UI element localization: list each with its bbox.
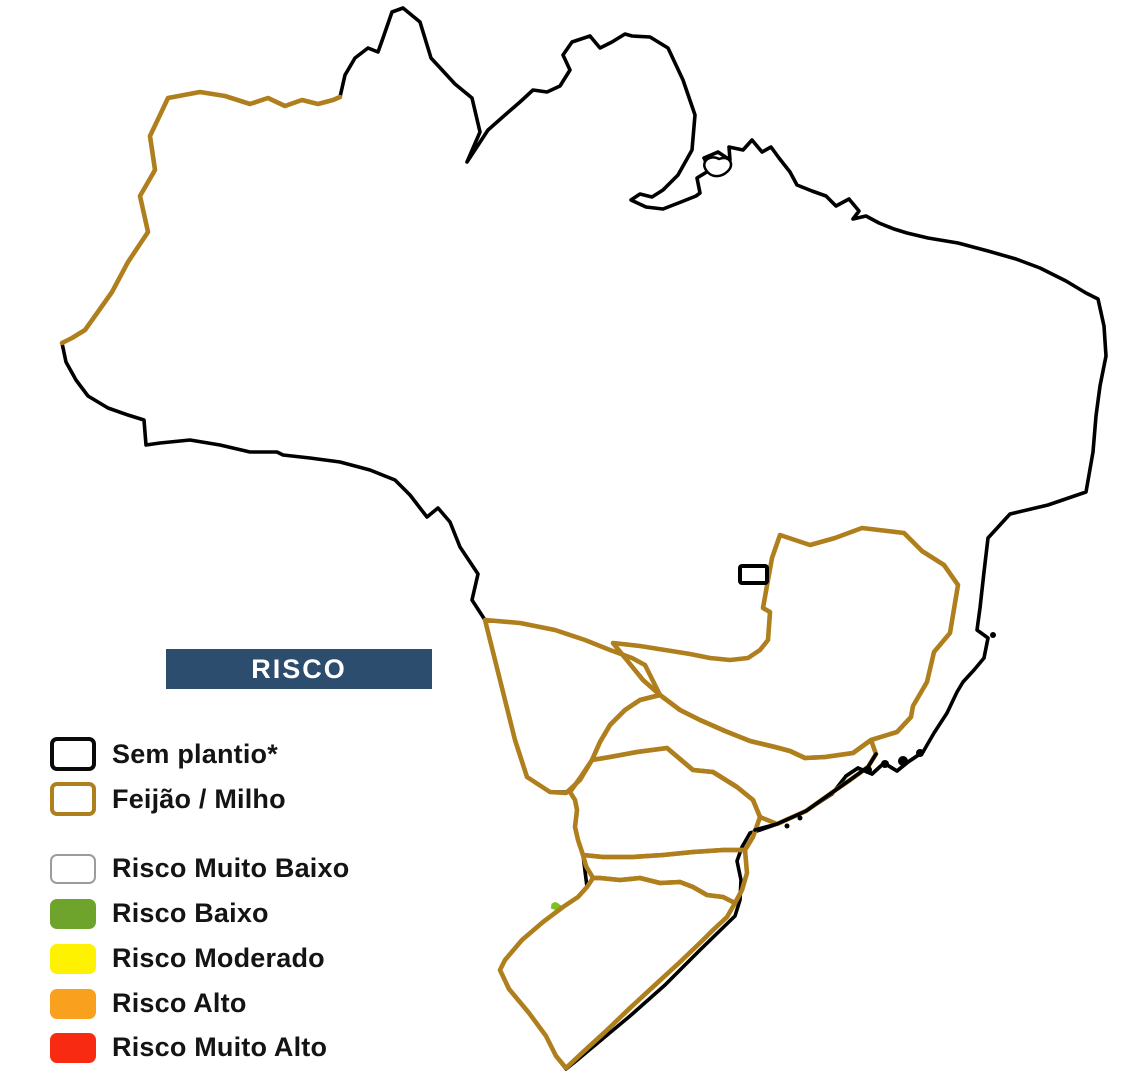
sem-plantio-swatch: [50, 737, 96, 771]
legend-label: Feijão / Milho: [112, 783, 286, 814]
legend-item-risco-muito-alto: Risco Muito Alto: [50, 1032, 327, 1063]
risco-muito-alto-swatch: [50, 1032, 96, 1063]
legend-label: Sem plantio*: [112, 738, 278, 769]
legend-item-sem-plantio: Sem plantio*: [50, 737, 278, 771]
legend-label: Risco Alto: [112, 988, 247, 1018]
legend-item-risco-baixo: Risco Baixo: [50, 898, 269, 929]
legend-title: RISCO: [251, 653, 347, 684]
legend-label: Risco Moderado: [112, 943, 325, 973]
coastal-islands: [784, 632, 996, 829]
legend-label: Risco Muito Alto: [112, 1032, 328, 1062]
legend-item-risco-muito-baixo: Risco Muito Baixo: [50, 853, 349, 884]
legend-item-risco-moderado: Risco Moderado: [50, 943, 325, 974]
risco-moderado-swatch: [50, 943, 96, 974]
legend-item-risco-alto: Risco Alto: [50, 988, 247, 1019]
legend-title-box: RISCO: [166, 649, 432, 689]
marajo-island: [703, 156, 733, 178]
legend-label: Risco Baixo: [112, 898, 269, 928]
legend-label: Risco Muito Baixo: [112, 853, 350, 883]
risco-baixo-swatch: [50, 898, 96, 929]
risco-muito-baixo-swatch: [50, 853, 96, 884]
risco-alto-swatch: [50, 988, 96, 1019]
legend-item-feijao-milho: Feijão / Milho: [50, 782, 286, 816]
distrito-federal: [738, 564, 769, 585]
feijao-milho-swatch: [50, 782, 96, 816]
feijao-milho-borders: [59, 89, 961, 1071]
